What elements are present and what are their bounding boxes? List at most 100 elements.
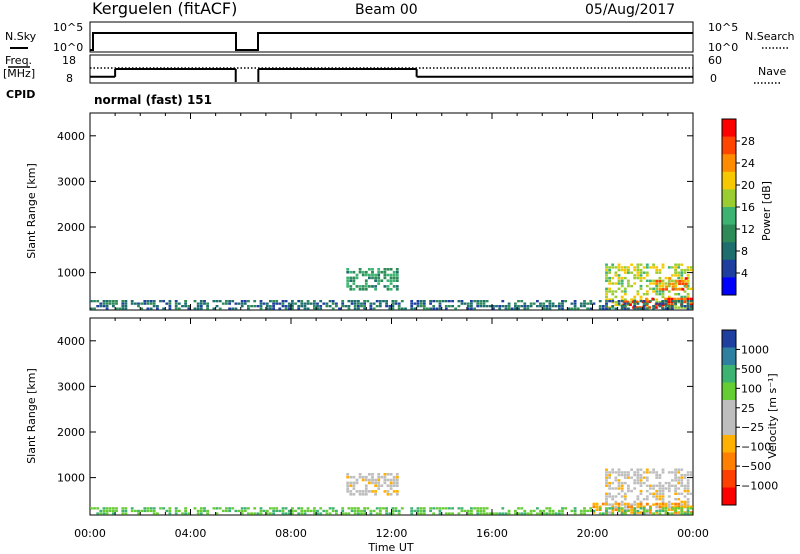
data-cell <box>589 509 593 513</box>
data-cell <box>498 305 502 308</box>
data-cell <box>374 478 377 482</box>
data-cell <box>378 512 382 515</box>
data-cell <box>174 305 178 308</box>
data-cell <box>247 305 250 308</box>
data-cell <box>349 481 353 485</box>
data-cell <box>678 279 682 283</box>
data-cell <box>645 509 649 513</box>
data-cell <box>658 509 662 513</box>
colorbar-segment <box>722 277 736 296</box>
data-cell <box>627 473 630 477</box>
data-cell <box>272 300 275 303</box>
time-axis: 00:00 04:00 08:00 12:00 16:00 20:00 00:00 <box>74 113 709 540</box>
data-cell <box>281 302 285 305</box>
data-cell <box>661 284 665 288</box>
data-cell <box>642 266 646 269</box>
data-cell <box>392 279 396 282</box>
data-cell <box>454 307 458 310</box>
x-tick-label: 08:00 <box>275 527 307 540</box>
data-cell <box>661 266 665 269</box>
data-cell <box>291 509 294 513</box>
data-cell <box>661 509 665 513</box>
data-cell <box>473 307 476 310</box>
data-cell <box>674 279 678 283</box>
data-cell <box>303 307 307 310</box>
data-cell <box>633 509 637 513</box>
data-cell <box>392 475 396 479</box>
data-cell <box>378 507 382 510</box>
data-cell <box>680 509 684 513</box>
data-cell <box>620 489 624 493</box>
data-cell <box>457 507 461 510</box>
data-cell <box>363 300 366 303</box>
data-cell <box>470 307 473 310</box>
data-cell <box>611 305 615 308</box>
data-cell <box>583 512 586 515</box>
data-cell <box>625 300 629 304</box>
data-cell <box>680 505 684 509</box>
data-cell <box>608 471 611 474</box>
data-cell <box>639 307 643 310</box>
data-cell <box>633 300 637 303</box>
data-cell <box>476 512 480 515</box>
data-cell <box>237 509 241 513</box>
data-cell <box>501 300 505 303</box>
data-cell <box>605 287 608 290</box>
data-cell <box>331 300 335 303</box>
data-cell <box>661 500 665 504</box>
colorbar-segment <box>722 136 736 155</box>
data-cell <box>451 300 454 303</box>
data-cell <box>627 476 630 479</box>
data-cell <box>658 473 662 477</box>
data-cell <box>281 300 285 303</box>
data-cell <box>105 512 109 515</box>
data-cell <box>203 302 206 305</box>
data-cell <box>383 481 387 485</box>
data-cell <box>686 481 690 485</box>
data-cell <box>353 512 357 515</box>
data-cell <box>605 479 608 482</box>
data-cell <box>583 305 586 308</box>
data-cell <box>102 302 106 305</box>
data-cell <box>378 305 382 308</box>
data-cell <box>383 285 387 288</box>
data-cell <box>523 509 527 513</box>
data-cell <box>589 307 593 310</box>
data-cell <box>636 502 640 506</box>
data-cell <box>243 509 247 513</box>
data-cell <box>438 305 442 308</box>
data-cell <box>680 476 684 479</box>
data-cell <box>152 302 156 305</box>
data-cell <box>639 481 643 485</box>
data-cell <box>358 493 362 496</box>
data-cell <box>504 307 508 310</box>
data-cell <box>523 305 527 308</box>
data-cell <box>611 263 615 266</box>
data-cell <box>410 307 414 310</box>
data-cell <box>358 473 362 476</box>
data-cell <box>319 305 323 308</box>
data-cell <box>240 507 244 510</box>
data-cell <box>620 507 624 510</box>
data-cell <box>664 487 668 490</box>
data-cell <box>358 268 362 271</box>
data-cell <box>124 509 128 513</box>
y-tick-label: 1000 <box>57 472 85 485</box>
data-cell <box>346 473 350 476</box>
data-cell <box>507 509 511 513</box>
data-cell <box>371 473 374 476</box>
data-cell <box>617 487 621 490</box>
data-cell <box>674 303 677 307</box>
data-cell <box>335 305 338 308</box>
data-cell <box>614 508 618 511</box>
data-cell <box>121 300 125 303</box>
data-cell <box>620 495 624 498</box>
data-cell <box>620 471 624 474</box>
data-cell <box>391 512 395 515</box>
data-cell <box>352 487 356 490</box>
data-cell <box>331 302 335 305</box>
data-cell <box>608 287 611 290</box>
data-cell <box>479 300 483 303</box>
data-cell <box>115 509 118 513</box>
data-cell <box>649 511 652 514</box>
